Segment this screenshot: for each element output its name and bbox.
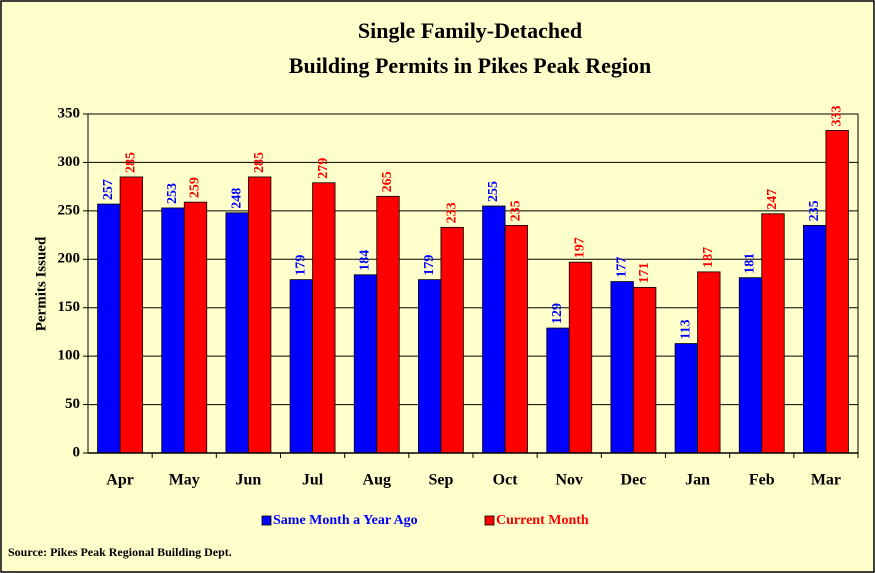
x-tick-label: Jan (685, 472, 710, 489)
data-label: 255 (486, 181, 501, 202)
x-tick-label: Dec (621, 472, 647, 489)
x-tick-label: Nov (555, 472, 583, 489)
bar (248, 176, 272, 454)
bar (761, 213, 785, 454)
bar (353, 274, 378, 454)
data-label: 265 (380, 171, 395, 192)
data-label: 333 (829, 105, 844, 126)
x-tick-label: Oct (493, 472, 519, 489)
data-label: 247 (765, 189, 780, 210)
data-label: 233 (444, 202, 459, 223)
y-tick-label: 200 (58, 251, 81, 267)
bar (697, 271, 721, 454)
bar (312, 182, 336, 454)
data-label: 181 (743, 253, 758, 274)
data-label: 184 (358, 250, 373, 271)
data-label: 248 (229, 188, 244, 209)
bar (376, 195, 400, 454)
data-label: 235 (807, 200, 822, 221)
bar (161, 207, 185, 454)
y-tick-label: 300 (58, 154, 81, 170)
data-label: 279 (316, 158, 331, 179)
bar (546, 327, 570, 454)
source-note: Source: Pikes Peak Regional Building Dep… (8, 545, 232, 559)
chart-title: Single Family-Detached (358, 18, 582, 43)
legend-swatch (484, 515, 495, 526)
data-label: 285 (252, 152, 267, 173)
data-label: 197 (573, 237, 588, 258)
data-label: 129 (550, 303, 565, 324)
y-axis-label: Permits Issued (33, 236, 49, 331)
bar (482, 205, 506, 454)
data-label: 235 (509, 200, 524, 221)
legend-label: Same Month a Year Ago (273, 513, 418, 528)
bar (289, 279, 313, 454)
data-label: 179 (294, 255, 309, 276)
x-tick-label: Feb (749, 472, 775, 489)
x-tick-label: Mar (811, 472, 841, 489)
y-tick-label: 100 (58, 348, 81, 364)
x-tick-label: May (169, 472, 200, 489)
y-tick-label: 350 (58, 105, 81, 121)
bar (183, 201, 208, 454)
bar (119, 176, 143, 454)
data-label: 253 (165, 183, 180, 204)
legend-label: Current Month (496, 513, 589, 528)
y-tick-label: 150 (58, 299, 81, 315)
data-label: 179 (422, 255, 437, 276)
bar (738, 277, 763, 454)
bar (97, 203, 121, 454)
x-tick-label: Jun (236, 472, 262, 489)
data-label: 285 (124, 152, 139, 173)
bar (418, 279, 442, 454)
y-tick-label: 50 (65, 396, 80, 412)
bar (803, 224, 827, 454)
data-label: 259 (188, 177, 203, 198)
data-label: 257 (101, 179, 116, 200)
data-label: 187 (701, 247, 716, 268)
x-tick-label: Jul (302, 472, 324, 489)
bar (440, 226, 464, 454)
bar (504, 224, 528, 454)
x-tick-label: Sep (428, 472, 453, 489)
bar (568, 261, 593, 454)
data-label: 113 (679, 319, 694, 339)
legend-swatch (261, 515, 272, 526)
bar (633, 286, 657, 454)
data-label: 171 (637, 262, 652, 283)
bar (674, 343, 698, 454)
bar (225, 212, 249, 454)
bar (610, 281, 634, 454)
data-label: 177 (614, 257, 629, 278)
x-tick-label: Aug (363, 472, 391, 489)
y-tick-label: 250 (58, 202, 81, 218)
x-tick-label: Apr (106, 472, 134, 489)
chart-subtitle: Building Permits in Pikes Peak Region (289, 53, 651, 78)
bar (825, 130, 849, 454)
y-tick-label: 0 (73, 444, 81, 460)
